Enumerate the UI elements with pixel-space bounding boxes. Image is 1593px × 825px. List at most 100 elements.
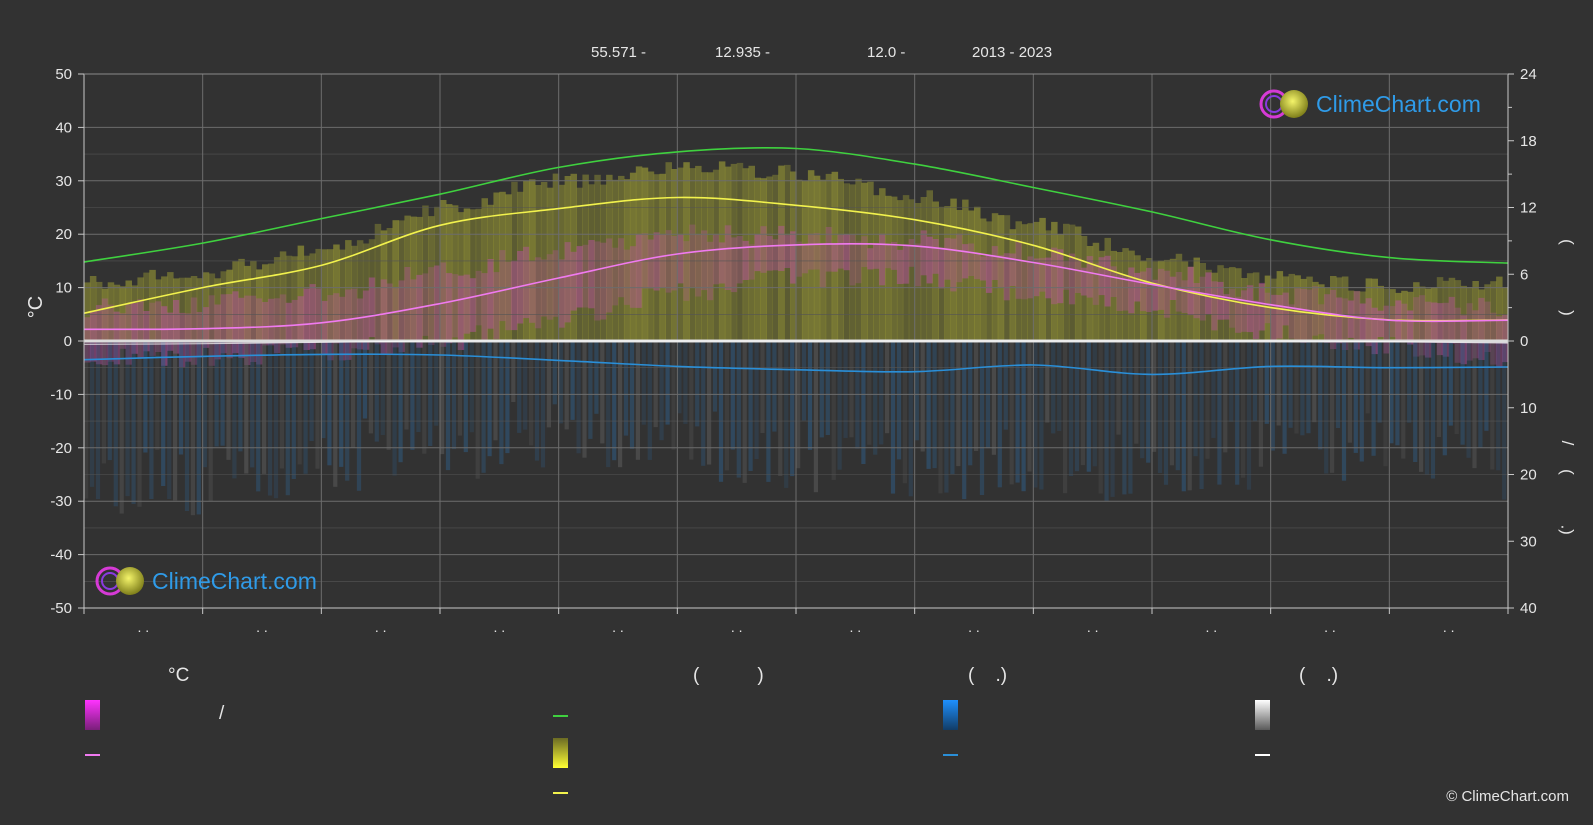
precipitation-bar xyxy=(1484,342,1489,431)
precipitation-bar xyxy=(1318,342,1323,450)
sunshine-band-bar xyxy=(404,215,411,341)
temperature-band-bar xyxy=(303,288,310,350)
precipitation-bar xyxy=(754,342,759,459)
sunshine-band-bar xyxy=(742,168,750,341)
sunshine-band-bar xyxy=(807,170,815,341)
month-tick-label: . . xyxy=(256,619,268,635)
sunshine-band-bar xyxy=(754,177,761,341)
sunshine-band-bar xyxy=(113,284,121,341)
temperature-band-bar xyxy=(754,234,761,272)
temperature-band-bar xyxy=(718,242,726,284)
sunshine-band-bar xyxy=(962,199,969,341)
precipitation-bar xyxy=(1074,342,1080,472)
temperature-band-bar xyxy=(1033,258,1040,297)
precipitation-bar xyxy=(196,342,201,515)
temperature-band-bar xyxy=(131,303,138,354)
left-tick-label: -40 xyxy=(50,547,72,564)
precipitation-bar xyxy=(671,342,676,450)
precipitation-bar xyxy=(1300,342,1305,436)
precipitation-bar xyxy=(1163,342,1169,485)
left-tick-label: 0 xyxy=(64,333,72,350)
precipitation-bar xyxy=(321,342,326,439)
sunshine-band-bar xyxy=(321,249,328,341)
sunshine-band-bar xyxy=(481,198,488,341)
precipitation-bar xyxy=(991,342,996,455)
precipitation-bar xyxy=(315,342,320,469)
month-tick-label: . . xyxy=(1087,619,1099,635)
precipitation-bar xyxy=(297,342,302,465)
sunshine-band-bar xyxy=(1371,278,1378,341)
temperature-band-bar xyxy=(843,234,850,271)
sunshine-band-bar xyxy=(244,265,251,341)
precipitation-bar xyxy=(1175,342,1180,471)
sunshine-band-bar xyxy=(991,213,999,341)
precipitation-bar xyxy=(374,342,379,442)
temperature-band-bar xyxy=(1324,294,1331,343)
temperature-band-bar xyxy=(1128,267,1135,314)
sunshine-band-bar xyxy=(1104,237,1111,341)
temperature-band-bar xyxy=(1015,240,1022,299)
precipitation-bar xyxy=(784,342,789,488)
precipitation-bar xyxy=(647,342,652,460)
precipitation-bar xyxy=(499,342,504,465)
precipitation-bar xyxy=(1383,342,1388,467)
sunshine-band-bar xyxy=(1074,226,1082,341)
precipitation-bar xyxy=(1205,342,1210,459)
temperature-band-bar xyxy=(1211,281,1218,331)
precipitation-bar xyxy=(890,342,896,494)
sunshine-band-bar xyxy=(689,168,696,341)
temperature-band-bar xyxy=(493,272,500,340)
sunshine-band-bar xyxy=(695,165,702,341)
sunshine-band-bar xyxy=(1258,283,1266,341)
sunshine-band-bar xyxy=(825,173,833,341)
temperature-band-bar xyxy=(623,249,631,305)
temperature-band-bar xyxy=(944,237,951,280)
temperature-band-bar xyxy=(629,246,637,308)
temperature-band-bar xyxy=(825,227,833,272)
precipitation-bar xyxy=(796,342,801,469)
precipitation-bar xyxy=(1187,342,1192,491)
precipitation-bar xyxy=(831,342,836,480)
month-tick-label: . . xyxy=(612,619,624,635)
sunshine-band-bar xyxy=(1211,272,1218,341)
temperature-band-bar xyxy=(208,295,216,366)
sunshine-band-bar xyxy=(1152,261,1159,341)
temperature-band-bar xyxy=(184,313,192,362)
temperature-band-bar xyxy=(1454,307,1462,363)
sunshine-band-bar xyxy=(1033,221,1040,341)
temperature-band-bar xyxy=(297,296,305,343)
sunshine-band-bar xyxy=(451,205,459,341)
sunshine-band-bar xyxy=(1478,289,1485,341)
precipitation-bar xyxy=(291,342,296,479)
precipitation-bar xyxy=(1140,342,1145,459)
temperature-band-bar xyxy=(837,234,844,269)
precipitation-bar xyxy=(1424,342,1430,475)
temperature-band-bar xyxy=(552,250,560,317)
sunshine-line xyxy=(84,196,1508,322)
precipitation-bar xyxy=(1264,342,1269,424)
temperature-band-bar xyxy=(428,267,435,345)
precipitation-bar xyxy=(1413,342,1418,462)
sunshine-band-bar xyxy=(635,166,643,341)
sunshine-band-bar xyxy=(196,278,204,341)
temperature-band-bar xyxy=(606,238,613,313)
right-bottom-tick-label: 10 xyxy=(1520,400,1537,417)
right-top-tick-label: 12 xyxy=(1520,200,1537,217)
precipitation-bar xyxy=(1021,342,1026,492)
month-tick-label: . . xyxy=(137,619,149,635)
sunshine-band-bar xyxy=(1389,289,1396,341)
temperature-band-bar xyxy=(155,301,162,352)
precipitation-bar xyxy=(285,342,290,496)
temperature-band-bar xyxy=(291,299,299,348)
precipitation-bar xyxy=(932,342,937,469)
precipitation-bar xyxy=(962,342,967,500)
sunshine-band-bar xyxy=(582,174,589,341)
temperature-band-bar xyxy=(167,312,174,351)
precipitation-bar xyxy=(1246,342,1252,490)
temperature-band-bar xyxy=(707,241,714,301)
sunshine-band-bar xyxy=(885,195,892,341)
right-bottom-tick-label: 30 xyxy=(1520,533,1537,550)
precipitation-bar xyxy=(1330,342,1335,473)
sunshine-band-bar xyxy=(540,182,548,341)
